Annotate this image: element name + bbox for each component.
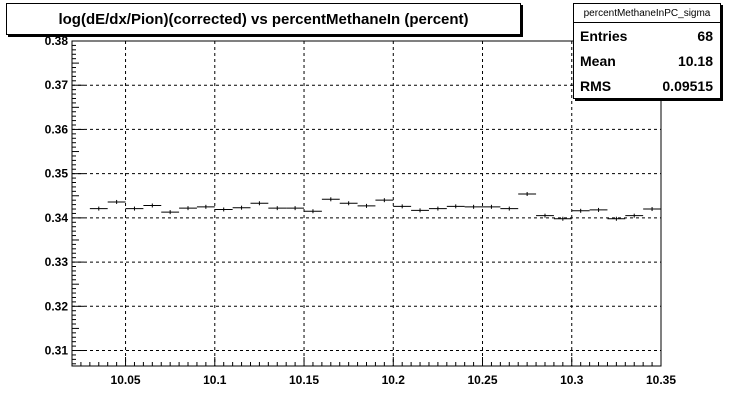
y-tick-label: 0.37 bbox=[45, 78, 69, 92]
x-tick-label: 10.05 bbox=[111, 373, 141, 387]
stats-value: 0.09515 bbox=[662, 77, 713, 94]
data-point bbox=[446, 204, 465, 209]
data-point bbox=[339, 201, 358, 206]
data-point bbox=[393, 204, 412, 209]
data-point bbox=[553, 216, 572, 221]
data-point bbox=[250, 201, 269, 206]
stats-value: 68 bbox=[697, 27, 713, 44]
x-tick-label: 10.1 bbox=[203, 373, 227, 387]
data-point bbox=[304, 209, 322, 214]
data-point bbox=[375, 198, 394, 203]
stats-row-mean: Mean 10.18 bbox=[574, 48, 720, 73]
data-point bbox=[321, 197, 340, 202]
data-point bbox=[357, 203, 376, 208]
data-point bbox=[268, 206, 287, 211]
data-point bbox=[428, 206, 447, 211]
data-point bbox=[589, 207, 608, 212]
data-point bbox=[232, 205, 251, 210]
y-tick-label: 0.31 bbox=[45, 344, 69, 358]
x-tick-label: 10.15 bbox=[289, 373, 319, 387]
data-point bbox=[179, 206, 197, 211]
data-point bbox=[536, 213, 554, 218]
data-point bbox=[214, 207, 233, 212]
data-point bbox=[89, 206, 108, 211]
data-point bbox=[500, 206, 519, 211]
y-tick-label: 0.35 bbox=[45, 167, 69, 181]
grid-lines bbox=[72, 41, 661, 366]
y-tick-label: 0.36 bbox=[45, 122, 69, 136]
data-point bbox=[286, 206, 305, 211]
axis-ticks bbox=[71, 40, 662, 366]
chart-title: log(dE/dx/Pion)(corrected) vs percentMet… bbox=[6, 3, 521, 35]
stats-name: percentMethaneInPC_sigma bbox=[574, 4, 720, 23]
data-point bbox=[643, 207, 661, 212]
data-point bbox=[161, 210, 180, 215]
data-point bbox=[482, 204, 501, 209]
data-point bbox=[107, 199, 126, 204]
data-point bbox=[143, 203, 162, 208]
y-tick-label: 0.38 bbox=[45, 34, 69, 48]
data-point bbox=[196, 204, 215, 209]
stats-label: Mean bbox=[580, 52, 616, 69]
tick-labels: 10.05 10.1 10.15 10.2 10.25 10.3 10.35 0.31 0.32… bbox=[45, 34, 677, 387]
stats-row-rms: RMS 0.09515 bbox=[574, 73, 720, 98]
data-point bbox=[607, 216, 626, 221]
data-points bbox=[89, 191, 661, 221]
data-point bbox=[518, 191, 537, 196]
stats-label: RMS bbox=[580, 77, 612, 94]
data-point bbox=[464, 204, 483, 209]
data-point bbox=[571, 208, 590, 213]
data-point bbox=[625, 213, 644, 218]
y-tick-label: 0.32 bbox=[45, 299, 69, 313]
y-tick-label: 0.34 bbox=[45, 211, 69, 225]
x-tick-label: 10.3 bbox=[560, 373, 584, 387]
x-tick-label: 10.25 bbox=[467, 373, 497, 387]
stats-label: Entries bbox=[580, 27, 628, 44]
stats-value: 10.18 bbox=[677, 52, 713, 69]
x-tick-label: 10.2 bbox=[382, 373, 406, 387]
x-tick-label: 10.35 bbox=[646, 373, 676, 387]
plot-frame bbox=[71, 40, 662, 367]
data-point bbox=[411, 208, 429, 213]
data-point bbox=[125, 206, 144, 211]
stats-row-entries: Entries 68 bbox=[574, 23, 720, 48]
y-tick-label: 0.33 bbox=[45, 255, 69, 269]
stats-box: percentMethaneInPC_sigma Entries 68 Mean… bbox=[573, 3, 721, 99]
